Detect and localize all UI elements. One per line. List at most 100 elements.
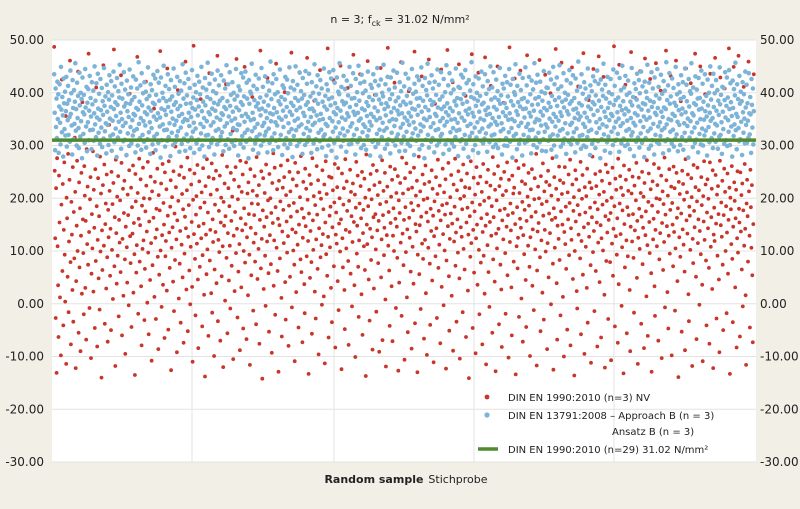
data-point bbox=[384, 200, 389, 204]
data-point bbox=[698, 116, 703, 122]
data-point bbox=[353, 152, 358, 157]
data-point bbox=[271, 72, 276, 77]
data-point bbox=[201, 166, 206, 171]
data-point bbox=[60, 269, 65, 273]
data-point bbox=[684, 218, 689, 223]
data-point bbox=[318, 68, 322, 72]
data-point bbox=[366, 204, 371, 209]
data-point bbox=[78, 118, 84, 124]
data-point bbox=[670, 127, 676, 132]
data-point bbox=[265, 150, 270, 155]
data-point bbox=[420, 172, 425, 177]
data-point bbox=[227, 243, 232, 248]
data-point bbox=[365, 242, 370, 247]
data-point bbox=[681, 121, 687, 126]
data-point bbox=[601, 75, 606, 79]
data-point bbox=[363, 88, 368, 93]
data-point bbox=[519, 225, 523, 230]
data-point bbox=[270, 81, 275, 86]
data-point bbox=[446, 147, 452, 152]
data-point bbox=[105, 122, 110, 128]
data-point bbox=[273, 312, 278, 317]
data-point bbox=[197, 264, 202, 269]
data-point bbox=[82, 164, 87, 169]
data-point bbox=[81, 251, 86, 256]
data-point bbox=[557, 63, 562, 68]
data-point bbox=[105, 339, 110, 344]
data-point bbox=[599, 335, 603, 340]
data-point bbox=[415, 112, 421, 118]
data-point bbox=[414, 229, 419, 234]
data-point bbox=[335, 279, 340, 283]
data-point bbox=[52, 168, 57, 173]
data-point bbox=[470, 147, 476, 153]
data-point bbox=[447, 237, 452, 241]
data-point bbox=[448, 211, 453, 216]
data-point bbox=[695, 199, 699, 204]
data-point bbox=[370, 235, 374, 240]
data-point bbox=[88, 175, 93, 180]
data-point bbox=[639, 321, 644, 326]
y-tick-label-right: 10.00 bbox=[760, 244, 794, 258]
data-point bbox=[119, 161, 124, 165]
data-point bbox=[495, 88, 500, 94]
data-point bbox=[504, 189, 508, 193]
data-point bbox=[201, 124, 206, 130]
data-point bbox=[714, 108, 719, 113]
data-point bbox=[249, 201, 254, 206]
data-point bbox=[75, 115, 80, 121]
data-point bbox=[356, 264, 361, 269]
data-point bbox=[227, 69, 232, 75]
data-point bbox=[543, 249, 548, 254]
data-point bbox=[80, 75, 85, 80]
data-point bbox=[218, 117, 223, 122]
data-point bbox=[102, 243, 106, 248]
data-point bbox=[403, 71, 408, 77]
data-point bbox=[627, 167, 632, 172]
data-point bbox=[122, 211, 126, 215]
data-point bbox=[171, 66, 176, 71]
data-point bbox=[689, 130, 695, 135]
data-point bbox=[609, 129, 614, 135]
data-point bbox=[236, 269, 241, 274]
data-point bbox=[102, 129, 108, 134]
data-point bbox=[124, 78, 130, 83]
data-point bbox=[317, 117, 322, 123]
data-point bbox=[675, 215, 679, 220]
data-point bbox=[689, 60, 694, 66]
data-point bbox=[425, 132, 431, 138]
data-point bbox=[575, 111, 581, 116]
y-tick-label-right: 20.00 bbox=[760, 191, 794, 205]
data-point bbox=[542, 91, 548, 96]
data-point bbox=[376, 219, 381, 223]
data-point bbox=[589, 186, 594, 191]
data-point bbox=[246, 293, 250, 298]
data-point bbox=[725, 117, 731, 123]
data-point bbox=[688, 248, 693, 252]
data-point bbox=[585, 66, 591, 71]
data-point bbox=[321, 232, 325, 237]
data-point bbox=[312, 120, 318, 126]
data-point bbox=[202, 154, 207, 159]
data-point bbox=[482, 199, 487, 203]
data-point bbox=[359, 72, 364, 78]
data-point bbox=[306, 372, 311, 376]
data-point bbox=[616, 156, 621, 161]
data-point bbox=[562, 354, 566, 359]
data-point bbox=[568, 142, 574, 147]
data-point bbox=[122, 87, 128, 92]
data-point bbox=[342, 86, 348, 92]
data-point bbox=[274, 76, 279, 82]
data-point bbox=[298, 88, 304, 94]
data-point bbox=[435, 67, 440, 72]
data-point bbox=[270, 221, 275, 225]
data-point bbox=[735, 96, 741, 102]
data-point bbox=[529, 214, 534, 219]
data-point bbox=[127, 67, 132, 72]
data-point bbox=[295, 116, 301, 121]
data-point bbox=[187, 123, 192, 129]
data-point bbox=[215, 53, 220, 58]
data-point bbox=[135, 107, 141, 112]
data-point bbox=[545, 241, 550, 246]
data-point bbox=[681, 242, 686, 247]
